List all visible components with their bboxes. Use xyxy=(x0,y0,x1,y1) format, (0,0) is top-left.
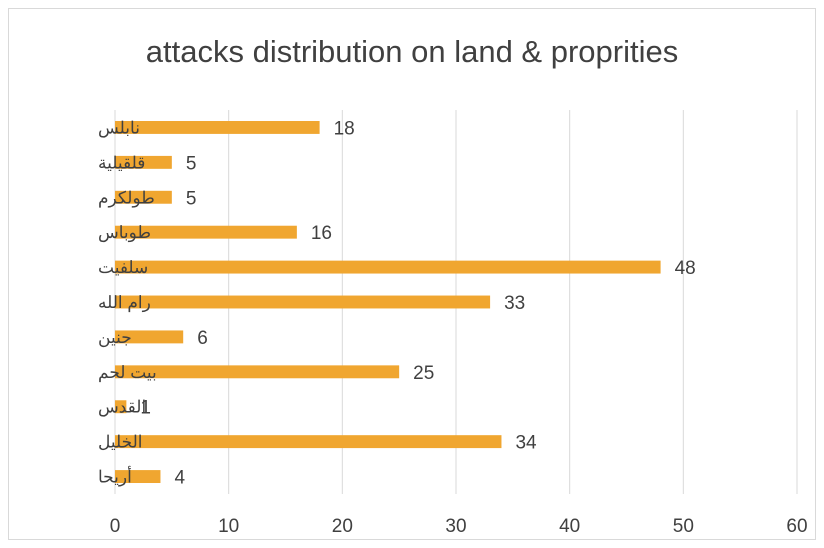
data-label: 5 xyxy=(186,153,197,174)
x-tick-label: 10 xyxy=(218,516,239,537)
bar xyxy=(115,120,320,134)
bar xyxy=(115,365,400,379)
data-label: 6 xyxy=(197,328,208,349)
data-label: 33 xyxy=(504,293,525,314)
category-axis-labels: نابلس قلقيلية طولكرم طوباس سلفيت رام الله جنين… xyxy=(98,118,157,487)
x-tick-label: 50 xyxy=(673,516,694,537)
bar xyxy=(115,155,172,169)
chart-title: attacks distribution on land & propritie… xyxy=(145,34,679,69)
bar xyxy=(115,330,184,344)
category-label: طوباس xyxy=(98,223,151,243)
x-tick-label: 20 xyxy=(332,516,353,537)
data-label: 1 xyxy=(140,398,151,419)
bar xyxy=(115,295,491,309)
data-labels: 18 5 5 16 48 33 6 25 1 34 4 xyxy=(140,118,695,488)
bar xyxy=(115,435,502,449)
bar xyxy=(115,260,661,274)
chart-frame xyxy=(8,8,816,540)
category-label: أريحا xyxy=(98,466,132,488)
value-axis-tick-labels: 0 10 20 30 40 50 60 xyxy=(110,516,808,537)
bar xyxy=(115,225,297,239)
category-label: الخليل xyxy=(98,433,143,452)
data-label: 18 xyxy=(334,118,355,139)
category-label: طولكرم xyxy=(98,188,155,208)
data-label: 25 xyxy=(413,363,434,384)
x-tick-label: 40 xyxy=(559,516,580,537)
category-label: بيت لحم xyxy=(98,363,157,383)
category-label: جنين xyxy=(98,328,132,348)
category-label: قلقيلية xyxy=(98,153,145,172)
category-label: رام الله xyxy=(98,293,151,313)
x-tick-label: 60 xyxy=(786,516,807,537)
data-label: 16 xyxy=(311,223,332,244)
data-label: 48 xyxy=(675,258,696,279)
bar xyxy=(115,190,172,204)
category-label: سلفيت xyxy=(98,258,148,277)
x-tick-label: 0 xyxy=(110,516,121,537)
bars xyxy=(115,120,661,484)
data-label: 4 xyxy=(174,468,185,489)
bar xyxy=(115,470,161,484)
data-label: 5 xyxy=(186,188,197,209)
x-tick-label: 30 xyxy=(445,516,466,537)
category-label: نابلس xyxy=(98,118,140,138)
category-label: القدس xyxy=(98,398,146,418)
data-label: 34 xyxy=(515,433,537,454)
bar xyxy=(115,400,127,414)
